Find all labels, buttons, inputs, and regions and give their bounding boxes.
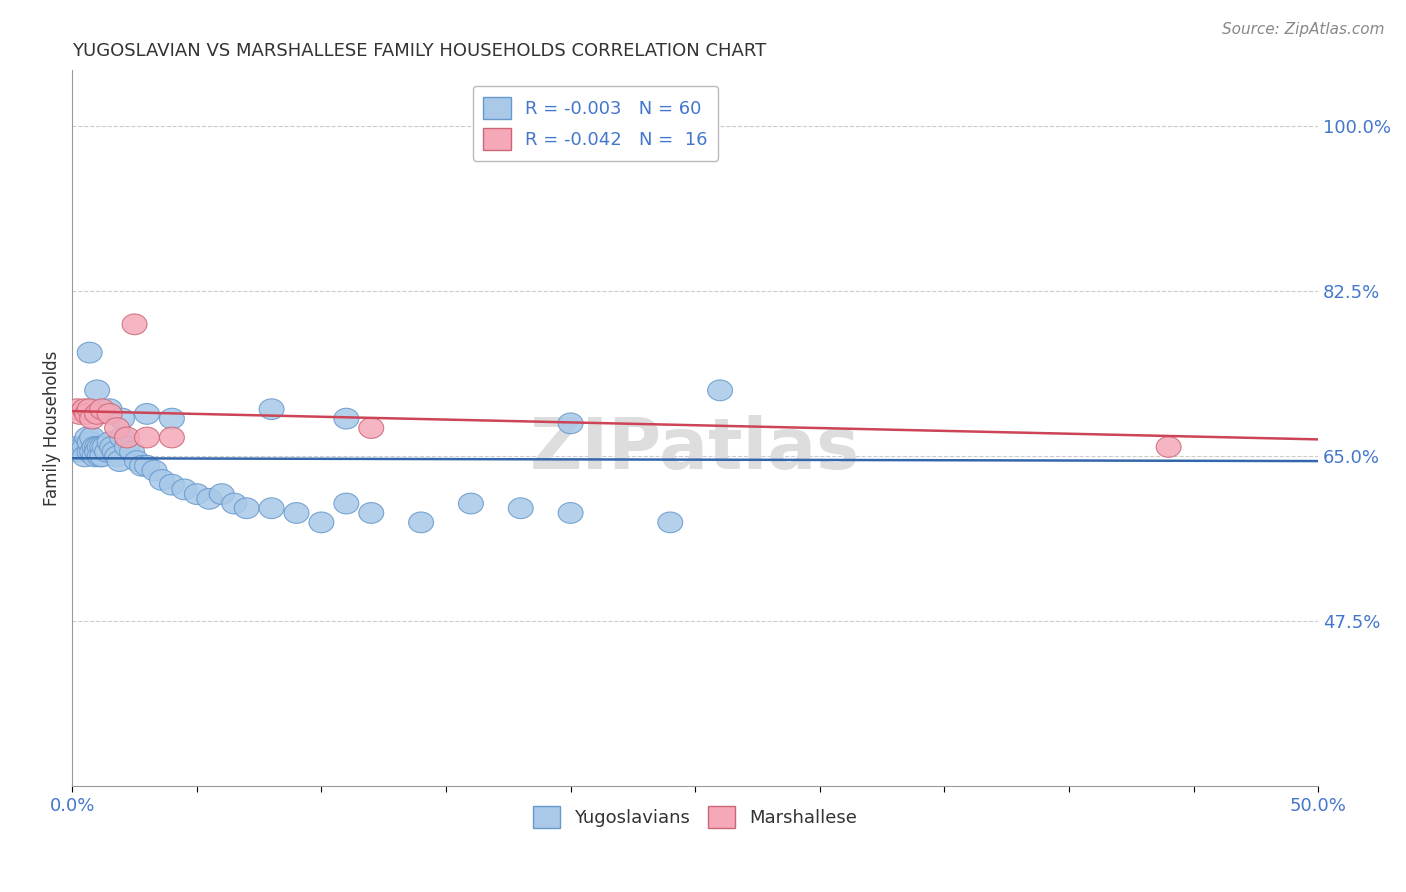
Ellipse shape xyxy=(75,403,100,425)
Ellipse shape xyxy=(70,436,94,458)
Ellipse shape xyxy=(558,413,583,434)
Ellipse shape xyxy=(197,489,222,509)
Ellipse shape xyxy=(333,409,359,429)
Ellipse shape xyxy=(142,460,167,481)
Ellipse shape xyxy=(72,436,97,458)
Ellipse shape xyxy=(84,442,110,462)
Ellipse shape xyxy=(97,403,122,425)
Ellipse shape xyxy=(110,427,135,448)
Ellipse shape xyxy=(172,479,197,500)
Ellipse shape xyxy=(235,498,259,518)
Ellipse shape xyxy=(90,446,115,467)
Ellipse shape xyxy=(90,399,115,419)
Ellipse shape xyxy=(135,456,159,476)
Ellipse shape xyxy=(135,403,159,425)
Text: ZIPatlas: ZIPatlas xyxy=(530,415,860,484)
Ellipse shape xyxy=(84,436,110,458)
Ellipse shape xyxy=(67,442,93,462)
Ellipse shape xyxy=(159,427,184,448)
Ellipse shape xyxy=(107,450,132,472)
Ellipse shape xyxy=(104,417,129,439)
Ellipse shape xyxy=(72,446,97,467)
Ellipse shape xyxy=(409,512,433,533)
Ellipse shape xyxy=(159,409,184,429)
Ellipse shape xyxy=(658,512,683,533)
Ellipse shape xyxy=(122,314,148,334)
Ellipse shape xyxy=(82,436,107,458)
Ellipse shape xyxy=(87,436,112,458)
Ellipse shape xyxy=(82,446,107,467)
Ellipse shape xyxy=(93,436,117,458)
Ellipse shape xyxy=(97,432,122,452)
Ellipse shape xyxy=(184,483,209,505)
Ellipse shape xyxy=(90,436,115,458)
Legend: Yugoslavians, Marshallese: Yugoslavians, Marshallese xyxy=(526,798,865,835)
Ellipse shape xyxy=(115,436,139,458)
Ellipse shape xyxy=(75,427,100,448)
Ellipse shape xyxy=(110,409,135,429)
Ellipse shape xyxy=(1156,436,1181,458)
Ellipse shape xyxy=(67,403,93,425)
Ellipse shape xyxy=(309,512,333,533)
Ellipse shape xyxy=(333,493,359,514)
Ellipse shape xyxy=(125,450,149,472)
Y-axis label: Family Households: Family Households xyxy=(44,351,60,506)
Ellipse shape xyxy=(84,403,110,425)
Ellipse shape xyxy=(135,427,159,448)
Ellipse shape xyxy=(259,498,284,518)
Ellipse shape xyxy=(80,427,104,448)
Ellipse shape xyxy=(80,409,104,429)
Ellipse shape xyxy=(77,399,103,419)
Ellipse shape xyxy=(115,427,139,448)
Ellipse shape xyxy=(104,446,129,467)
Ellipse shape xyxy=(259,399,284,419)
Ellipse shape xyxy=(284,502,309,524)
Ellipse shape xyxy=(359,502,384,524)
Ellipse shape xyxy=(94,442,120,462)
Ellipse shape xyxy=(80,442,104,462)
Text: YUGOSLAVIAN VS MARSHALLESE FAMILY HOUSEHOLDS CORRELATION CHART: YUGOSLAVIAN VS MARSHALLESE FAMILY HOUSEH… xyxy=(72,42,766,60)
Ellipse shape xyxy=(72,399,97,419)
Ellipse shape xyxy=(65,399,90,419)
Ellipse shape xyxy=(120,442,145,462)
Ellipse shape xyxy=(209,483,235,505)
Ellipse shape xyxy=(84,380,110,401)
Ellipse shape xyxy=(103,442,127,462)
Ellipse shape xyxy=(129,456,155,476)
Ellipse shape xyxy=(77,442,103,462)
Ellipse shape xyxy=(509,498,533,518)
Ellipse shape xyxy=(558,502,583,524)
Ellipse shape xyxy=(707,380,733,401)
Ellipse shape xyxy=(77,432,103,452)
Ellipse shape xyxy=(65,436,90,458)
Ellipse shape xyxy=(149,469,174,491)
Ellipse shape xyxy=(77,343,103,363)
Ellipse shape xyxy=(222,493,246,514)
Ellipse shape xyxy=(87,446,112,467)
Ellipse shape xyxy=(159,475,184,495)
Ellipse shape xyxy=(458,493,484,514)
Ellipse shape xyxy=(97,399,122,419)
Ellipse shape xyxy=(100,436,125,458)
Ellipse shape xyxy=(359,417,384,439)
Text: Source: ZipAtlas.com: Source: ZipAtlas.com xyxy=(1222,22,1385,37)
